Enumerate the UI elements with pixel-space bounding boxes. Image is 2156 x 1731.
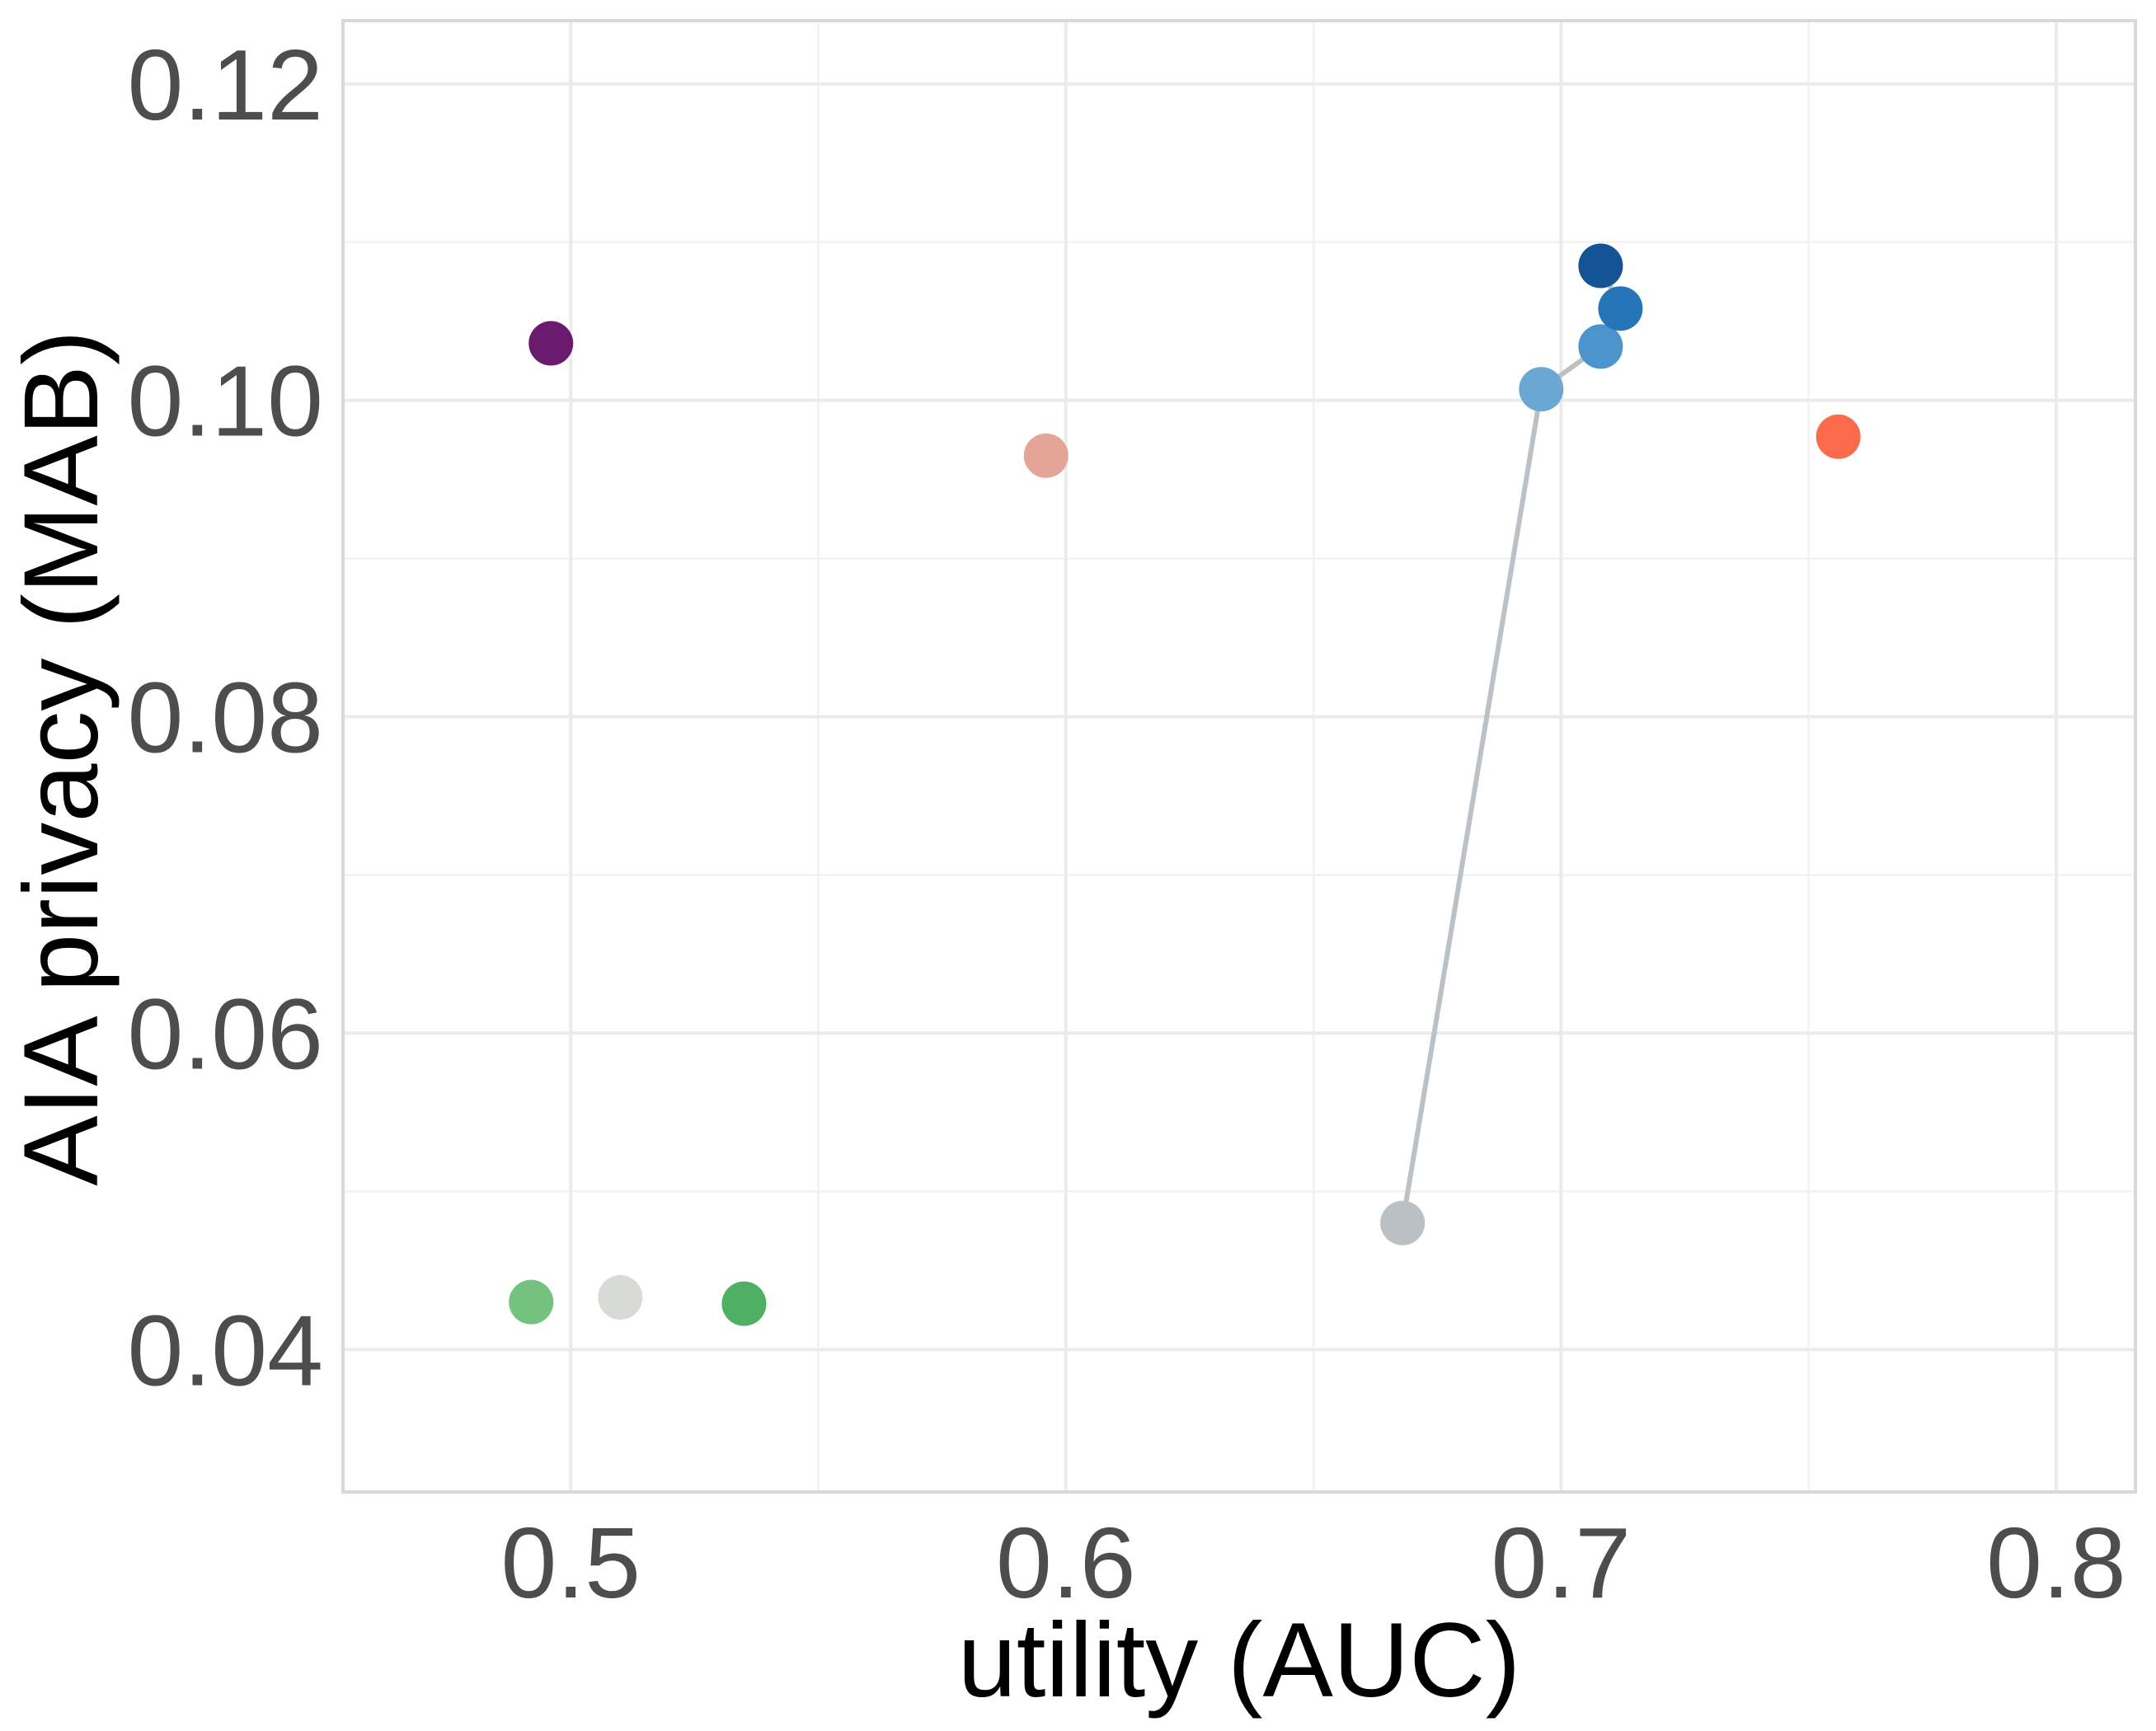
data-point xyxy=(1380,1200,1426,1245)
data-point xyxy=(721,1281,767,1326)
data-point xyxy=(1578,243,1623,288)
y-axis-title: AIA privacy (MAB) xyxy=(2,330,120,1185)
y-tick-label: 0.08 xyxy=(128,662,323,774)
x-axis-title: utility (AUC) xyxy=(958,1602,1521,1719)
data-points xyxy=(509,243,1861,1326)
plot-panel-border xyxy=(341,19,2137,1494)
y-tick-label: 0.12 xyxy=(128,29,323,141)
data-point xyxy=(528,321,574,366)
y-tick-label: 0.04 xyxy=(128,1294,323,1406)
data-point xyxy=(1815,414,1861,459)
data-point xyxy=(509,1279,554,1325)
data-point xyxy=(598,1274,643,1320)
x-axis-ticks: 0.5 0.6 0.7 0.8 xyxy=(500,1507,2125,1619)
series-path-line xyxy=(1400,265,1623,1224)
x-tick-label: 0.5 xyxy=(500,1507,641,1619)
y-tick-label: 0.10 xyxy=(128,345,323,457)
data-point xyxy=(1578,324,1623,369)
x-tick-label: 0.7 xyxy=(1491,1507,1632,1619)
x-tick-label: 0.6 xyxy=(996,1507,1136,1619)
y-tick-label: 0.06 xyxy=(128,978,323,1090)
y-axis-ticks: 0.04 0.06 0.08 0.10 0.12 xyxy=(128,29,323,1406)
grid xyxy=(343,21,2135,1492)
data-point xyxy=(1519,367,1564,412)
x-tick-label: 0.8 xyxy=(1986,1507,2126,1619)
data-point xyxy=(1023,433,1069,478)
data-point xyxy=(1598,286,1643,331)
connecting-path xyxy=(1400,265,1623,1224)
